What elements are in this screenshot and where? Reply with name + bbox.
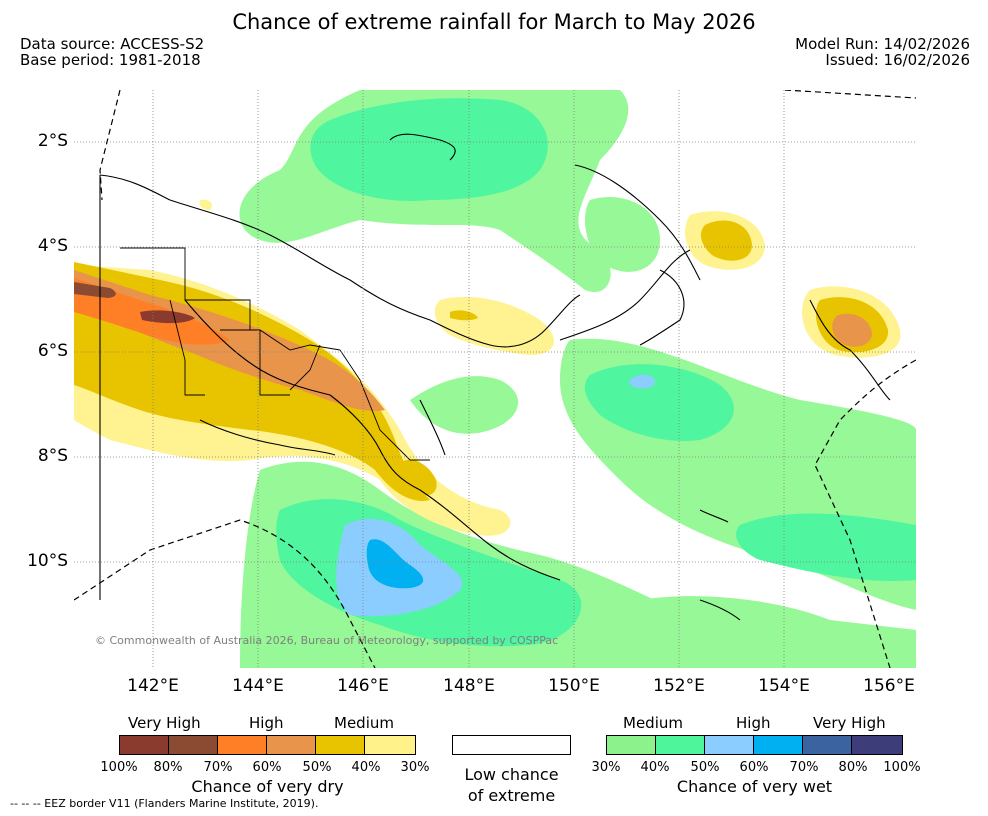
eez-borders [74,90,916,668]
lon-label-150e: 150°E [548,676,600,696]
dry-swatch-1 [120,736,169,754]
dry-tick-80: 80% [153,760,183,775]
lon-label-142e: 142°E [127,676,179,696]
wet-category-very-high: Very High [813,714,886,732]
lon-label-144e: 144°E [232,676,284,696]
gridlines [74,90,916,668]
wet-swatch-6 [852,736,902,754]
dry-category-medium: Medium [334,714,394,732]
wet-tick-40: 40% [640,760,670,775]
wet-tick-30: 30% [591,760,621,775]
dry-category-high: High [249,714,284,732]
lat-label-6s: 6°S [37,341,68,361]
lon-label-146e: 146°E [337,676,389,696]
model-run-text: Model Run: 14/02/2026 [795,35,970,53]
map-field [74,90,916,668]
copyright-notice: © Commonwealth of Australia 2026, Bureau… [95,634,559,647]
wet-very-high-south [366,539,424,589]
dry-tick-40: 40% [351,760,381,775]
dry-swatch-6 [365,736,415,754]
data-source-text: Data source: ACCESS-S2 [20,35,205,53]
wet-category-high: High [736,714,771,732]
dry-tick-70: 70% [203,760,233,775]
wet-tick-50: 50% [690,760,720,775]
chart-title: Chance of extreme rainfall for March to … [232,10,756,34]
dry-swatch-5 [316,736,365,754]
dry-color-scale [119,735,416,755]
dry-tick-100: 100% [100,760,138,775]
wet-medium-north [310,98,548,201]
dry-category-very-high: Very High [128,714,201,732]
dry-swatch-3 [218,736,267,754]
wet-region-se-fringe [640,596,916,668]
lon-label-148e: 148°E [443,676,495,696]
wet-tick-80: 80% [838,760,868,775]
dry-gulf-spot [400,459,437,496]
lat-label-2s: 2°S [37,131,68,151]
wet-swatch-1 [607,736,656,754]
dry-swatch-4 [267,736,316,754]
low-chance-swatch [452,735,571,755]
wet-swatch-4 [754,736,803,754]
dry-tick-60: 60% [252,760,282,775]
metadata-right: Model Run: 14/02/2026 Issued: 16/02/2026 [795,36,970,68]
lon-label-154e: 154°E [758,676,810,696]
wet-tick-60: 60% [739,760,769,775]
eez-border-note: -- -- -- EEZ border V11 (Flanders Marine… [10,797,319,810]
dry-central-medium [450,310,478,321]
lat-label-10s: 10°S [27,551,68,571]
low-chance-line1: Low chance [464,765,559,784]
low-chance-label: Low chance of extreme [440,764,583,806]
wet-medium-far-east [736,513,916,581]
dry-island-orange [832,313,872,347]
lat-label-4s: 4°S [37,236,68,256]
dry-swatch-2 [169,736,218,754]
wet-scale-title: Chance of very wet [676,777,833,796]
province-borders [120,247,430,461]
dry-scale-title: Chance of very dry [191,777,344,796]
dry-very-high-spot-2 [140,310,195,324]
wet-tick-70: 70% [789,760,819,775]
wet-swatch-3 [705,736,754,754]
lat-label-8s: 8°S [37,446,68,466]
issued-text: Issued: 16/02/2026 [825,51,970,69]
low-chance-line2: of extreme [467,786,556,805]
wet-swatch-5 [803,736,852,754]
coastlines [99,133,891,621]
wet-medium-east [584,364,734,441]
metadata-left: Data source: ACCESS-S2 Base period: 1981… [20,36,204,68]
wet-category-medium: Medium [623,714,683,732]
wet-tick-100: 100% [883,760,921,775]
dry-tick-50: 50% [302,760,332,775]
wet-high-east-spot [629,374,655,389]
base-period-text: Base period: 1981-2018 [20,51,201,69]
wet-color-scale [606,735,903,755]
dry-east-medium [700,220,752,261]
lon-label-156e: 156°E [863,676,915,696]
wet-region-gulf [410,376,519,434]
wet-swatch-2 [656,736,705,754]
dry-very-high-spot-1 [74,282,116,298]
lon-label-152e: 152°E [653,676,705,696]
dry-tick-30: 30% [400,760,430,775]
wet-region-ne [585,196,660,272]
dry-west-spot [199,199,212,210]
